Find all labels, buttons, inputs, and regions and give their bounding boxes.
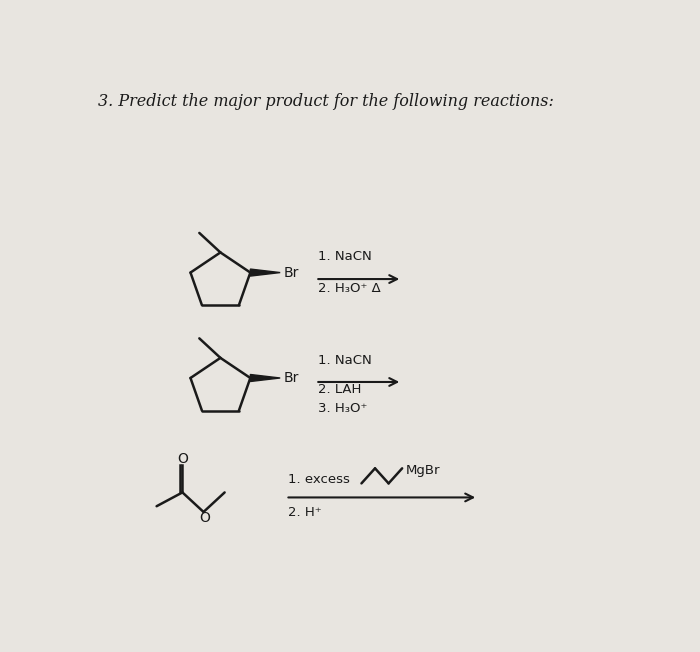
Text: 1. NaCN: 1. NaCN xyxy=(318,250,372,263)
Text: 3. Predict the major product for the following reactions:: 3. Predict the major product for the fol… xyxy=(98,93,554,110)
Text: O: O xyxy=(177,452,188,466)
Text: Br: Br xyxy=(284,371,299,385)
Text: O: O xyxy=(199,511,210,526)
Text: 2. LAH: 2. LAH xyxy=(318,383,361,396)
Text: 2. H⁺: 2. H⁺ xyxy=(288,507,322,520)
Polygon shape xyxy=(251,374,280,381)
Polygon shape xyxy=(251,269,280,276)
Text: 1. excess: 1. excess xyxy=(288,473,350,486)
Text: Br: Br xyxy=(284,265,299,280)
Text: 2. H₃O⁺ Δ: 2. H₃O⁺ Δ xyxy=(318,282,381,295)
Text: 3. H₃O⁺: 3. H₃O⁺ xyxy=(318,402,368,415)
Text: MgBr: MgBr xyxy=(405,464,440,477)
Text: 1. NaCN: 1. NaCN xyxy=(318,354,372,367)
